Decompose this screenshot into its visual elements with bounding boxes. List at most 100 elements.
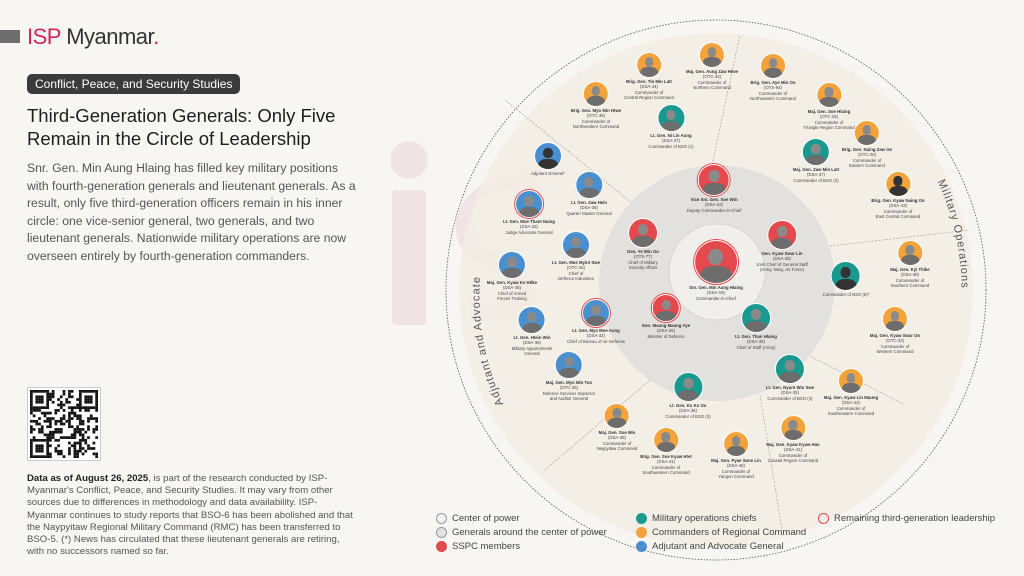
person-batch: (DSA-37) bbox=[807, 172, 825, 178]
person-name: Maj. Gen. Pyae Sone Lin bbox=[711, 458, 761, 463]
person-card[interactable]: Lt. Gen. Zaw Hein (DSA-36) Quarter Master … bbox=[566, 171, 612, 216]
person-role: Commander of bbox=[814, 119, 844, 125]
person-name: Maj. Gen. Kyaw Kyaw Han bbox=[766, 442, 820, 447]
person-role: Chief of Military bbox=[628, 259, 658, 265]
person-role: Coastal Region Command bbox=[767, 457, 819, 463]
person-card[interactable]: Maj. Gen. Soe Min (DSA-39) Commander of Nay… bbox=[597, 403, 637, 451]
person-card[interactable]: Lt. Gen. Ko Ko Oo (DSA-36) Commander of BS… bbox=[665, 372, 711, 419]
person-card[interactable]: Maj. Gen. Kyaw Swar Oo (OTC-22) Commander … bbox=[870, 306, 920, 354]
person-card[interactable]: Maj. Gen. Soe Hlaing (OTC-25) Commander of… bbox=[803, 82, 855, 130]
person-role: Defence Services Inspector bbox=[542, 390, 596, 396]
person-card[interactable]: Brig. Gen. Kyaw Naing Oo (DSA-43) Commande… bbox=[871, 171, 925, 219]
portrait-avatar bbox=[518, 306, 546, 334]
person-name: Brig. Gen. Naing Zaw Oo bbox=[841, 147, 893, 152]
person-card[interactable]: Maj. Gen. Aung Zaw Htwe (OTC-34) Commander… bbox=[686, 42, 738, 90]
person-card[interactable]: Lt. Gen. Ni Lin Aung (DSA-37) Commander of… bbox=[648, 104, 694, 149]
person-card[interactable]: Lt. Gen. Than Hlaing (DSA-38) Chief of Sta… bbox=[735, 303, 777, 350]
person-card[interactable]: Gen. Kyaw Swar Lin (DSA-35) Joint Chief of… bbox=[756, 220, 808, 272]
person-card[interactable]: Lt. Gen. Moe Thant Naing (DSA-33) Judge Ad… bbox=[503, 190, 555, 235]
person-card[interactable]: Brig. Gen. Soe Kyaw Htet (DSA-41) Commande… bbox=[640, 427, 692, 475]
portrait-avatar bbox=[533, 142, 562, 170]
legend-swatch-icon bbox=[436, 513, 447, 524]
person-card[interactable]: Snr. Gen. Min Aung Hlaing (DSA-19) Command… bbox=[689, 240, 743, 301]
person-name: Brig. Gen. Soe Kyaw Htet bbox=[640, 454, 692, 459]
person-card[interactable]: Vice Snr. Gen. Soe Win (DSA-22) Deputy Com… bbox=[686, 164, 742, 213]
person-role: General bbox=[524, 350, 540, 356]
portrait-avatar bbox=[766, 220, 797, 250]
person-batch: (DSA-35) bbox=[781, 390, 799, 396]
person-batch: (OTC-25) bbox=[819, 114, 839, 120]
person-card[interactable]: Gen. Ye Win Oo (OTS-77) Chief of Military S… bbox=[627, 218, 659, 270]
person-card[interactable]: Maj. Gen. Pyae Sone Lin (DSA-40) Commander… bbox=[711, 431, 761, 479]
portrait-avatar bbox=[831, 261, 861, 291]
person-role: Southwestern Command bbox=[642, 469, 690, 475]
portrait-avatar bbox=[652, 427, 679, 453]
person-card[interactable]: Maj. Gen. Kyi Thike (DSA-39) Commander of S… bbox=[890, 240, 930, 288]
person-batch: (DSA-36) bbox=[523, 340, 541, 346]
person-role: Chief of Bureau of Air Defense bbox=[566, 338, 626, 344]
person-card[interactable]: Brig. Gen. Aye Min Oo (OTS-94) Commander o… bbox=[750, 53, 796, 101]
person-card[interactable]: Brig. Gen. Naing Zaw Oo (OTC-26) Commander… bbox=[842, 120, 892, 168]
person-role: Commander of bbox=[880, 343, 910, 349]
person-card[interactable]: Maj. Gen. Zaw Min Latt (DSA-37) Commander … bbox=[793, 138, 839, 183]
person-card[interactable]: Maj. Gen. Kyaw Lin Maung (DSA-43) Commande… bbox=[824, 368, 878, 416]
person-batch: (DSA-41) bbox=[784, 447, 802, 453]
person-name: Maj. Gen. Myo Min Tun bbox=[545, 380, 593, 385]
person-card[interactable]: Lt. Gen. Moe Myint Swe (OTC-25) Chief of De… bbox=[552, 231, 600, 281]
person-card[interactable]: Brig. Gen. Tin Min Latt (DSA-44) Commander… bbox=[624, 52, 674, 100]
person-card[interactable]: Commander of BSO (5)* bbox=[823, 261, 869, 297]
portrait-avatar bbox=[885, 171, 911, 197]
data-note: Data as of August 26, 2025, is part of t… bbox=[27, 473, 357, 558]
person-card[interactable]: Gen. Maung Maung Aye (DSA-25) Minister of … bbox=[642, 294, 690, 339]
person-role: Quarter Master General bbox=[566, 210, 612, 216]
legend-swatch-icon bbox=[818, 513, 829, 524]
person-card[interactable]: Maj. Gen. Kyaw Ko Htike (DSA-36) Chief of … bbox=[487, 251, 537, 301]
person-card[interactable]: Adjutant General* bbox=[531, 142, 565, 176]
person-name: Lt. Gen. Myo Moe Aung bbox=[572, 328, 620, 333]
person-batch: (DSA-40) bbox=[727, 463, 745, 469]
person-card[interactable]: Lt. Gen. Myo Moe Aung (DSA-32) Chief of Bu… bbox=[567, 299, 625, 344]
person-name: Brig. Gen. Myo Min Htwe bbox=[570, 108, 622, 113]
portrait-avatar bbox=[515, 190, 543, 218]
person-role: Deputy Commander-in-Chief bbox=[686, 207, 742, 213]
portrait-avatar bbox=[722, 431, 749, 457]
person-name: Maj. Gen. Aung Zaw Htwe bbox=[685, 69, 739, 74]
person-role: East Central Command bbox=[875, 213, 921, 219]
person-name: Lt. Gen. Htein Win bbox=[513, 335, 551, 340]
person-role: Commander of bbox=[852, 157, 882, 163]
person-name: Maj. Gen. Zaw Min Latt bbox=[792, 167, 840, 172]
person-role: Northwestern Command bbox=[572, 123, 620, 129]
portrait-avatar bbox=[693, 240, 738, 284]
person-name: Brig. Gen. Aye Min Oo bbox=[750, 80, 796, 85]
person-card[interactable]: Lt. Gen. Nyunt Win Swe (DSA-35) Commander … bbox=[766, 354, 814, 401]
person-batch: (DSA-38) bbox=[747, 339, 765, 345]
person-role: Defence Industries bbox=[558, 275, 594, 281]
person-batch: (OTC-34) bbox=[702, 74, 722, 80]
legend-label: Adjutant and Advocate General bbox=[652, 541, 784, 552]
person-role: Southeastern Command bbox=[827, 410, 875, 416]
legend-swatch-icon bbox=[636, 513, 647, 524]
person-name: Lt. Gen. Ni Lin Aung bbox=[650, 133, 692, 138]
logo-isp: ISP bbox=[27, 24, 61, 49]
person-name: Gen. Maung Maung Aye bbox=[641, 323, 691, 328]
portrait-avatar bbox=[651, 294, 680, 322]
person-name: Maj. Gen. Soe Hlaing bbox=[807, 109, 851, 114]
person-card[interactable]: Maj. Gen. Myo Min Tun (OTC-25) Defence Ser… bbox=[542, 351, 596, 401]
person-card[interactable]: Maj. Gen. Kyaw Kyaw Han (DSA-41) Commander… bbox=[766, 415, 820, 463]
person-batch: (DSA-19) bbox=[707, 290, 725, 296]
person-card[interactable]: Lt. Gen. Htein Win (DSA-36) Military Appoi… bbox=[512, 306, 552, 356]
portrait-avatar bbox=[672, 372, 703, 402]
legend-item: Adjutant and Advocate General bbox=[636, 541, 784, 552]
person-card[interactable]: Brig. Gen. Myo Min Htwe (OTC-36) Commander… bbox=[571, 81, 621, 129]
portrait-avatar bbox=[775, 354, 805, 384]
person-role: Commander of BSO (1) bbox=[648, 143, 694, 149]
portrait-avatar bbox=[801, 138, 830, 166]
portrait-avatar bbox=[575, 171, 603, 199]
person-name: Gen. Kyaw Swar Lin bbox=[761, 251, 803, 256]
person-role: Commander of BSO (2) bbox=[793, 177, 839, 183]
portrait-avatar bbox=[699, 42, 725, 68]
portrait-avatar bbox=[581, 299, 610, 327]
legend-item: Commanders of Regional Command bbox=[636, 527, 806, 538]
qr-code[interactable] bbox=[27, 387, 101, 461]
portrait-avatar bbox=[698, 164, 730, 196]
